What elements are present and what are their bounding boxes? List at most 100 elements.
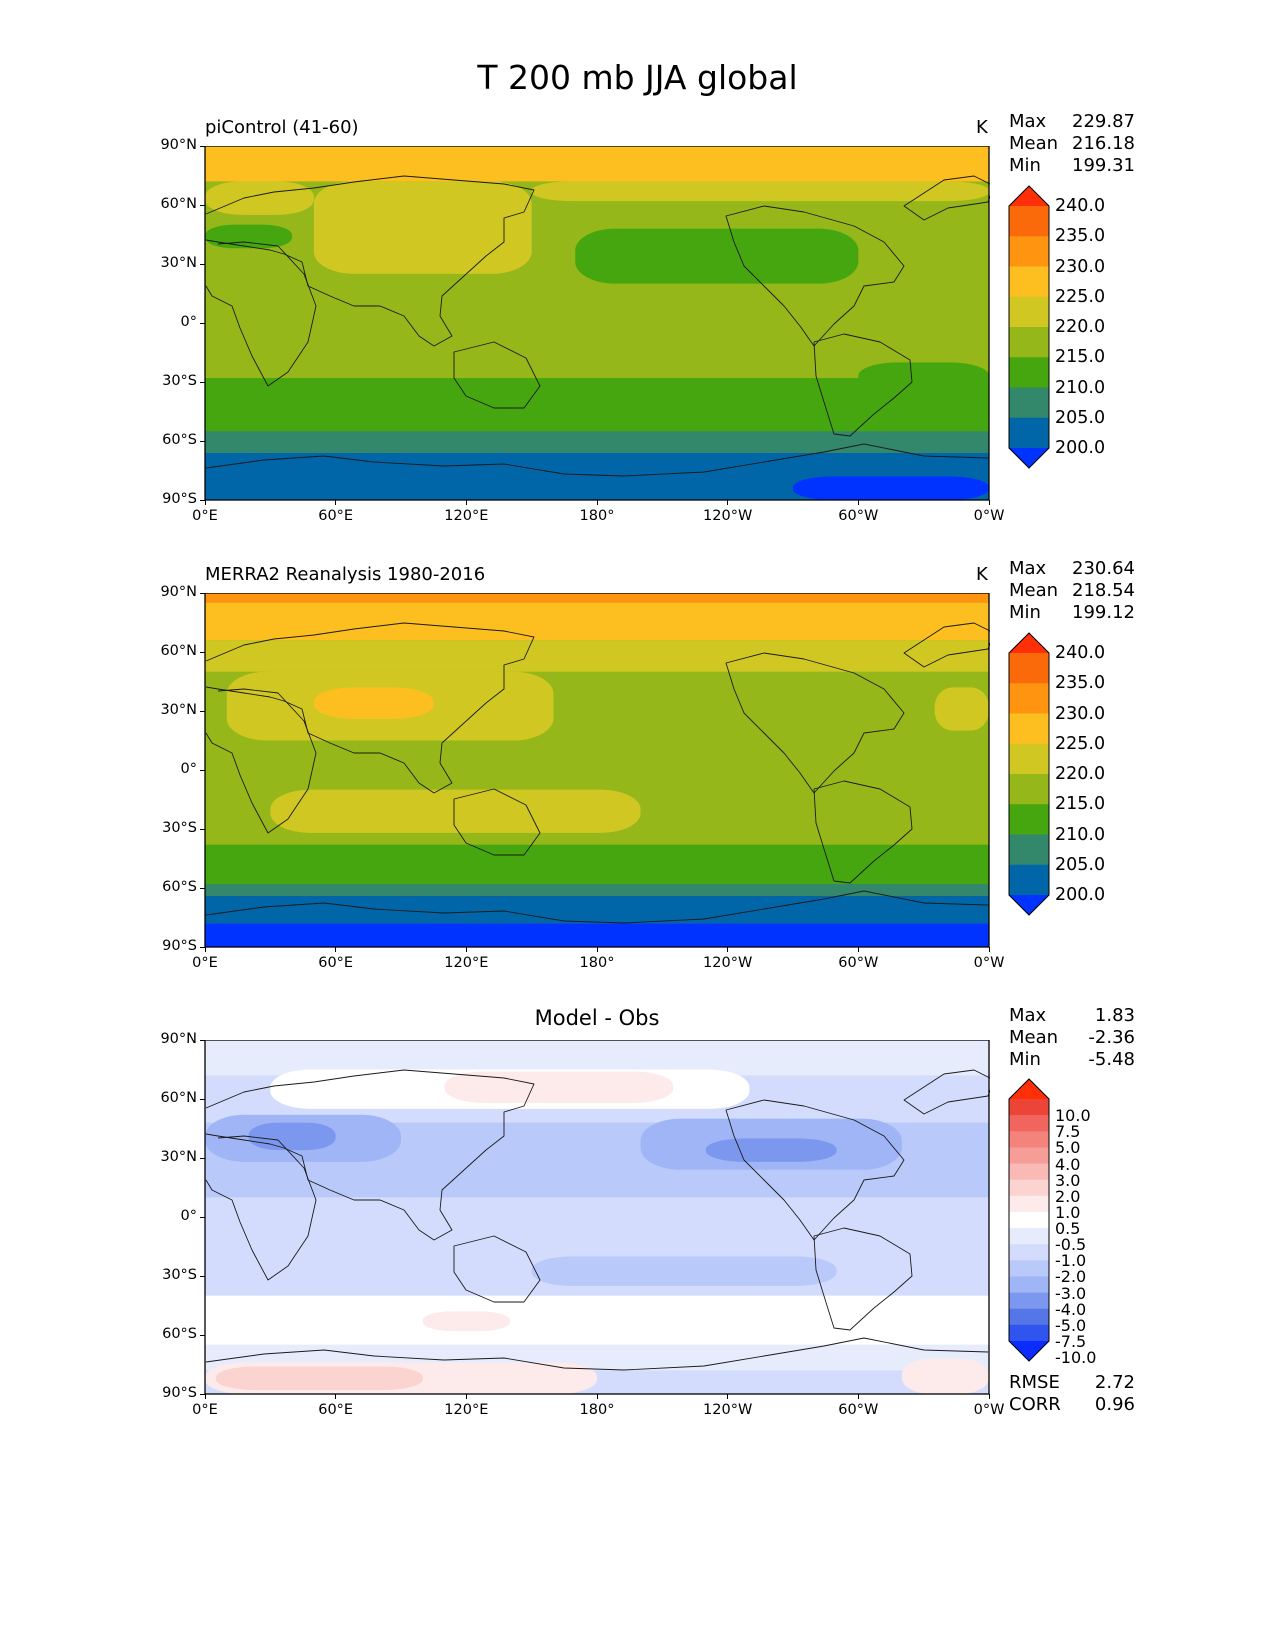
x-tick-label: 60°W bbox=[838, 508, 879, 524]
colorbar-tick-label: 210.0 bbox=[1055, 824, 1106, 845]
contour-region bbox=[793, 476, 989, 500]
colorbar-segment bbox=[1009, 1324, 1049, 1342]
metric-value: 0.96 bbox=[1094, 1394, 1135, 1415]
colorbar-tick-label: -0.5 bbox=[1055, 1235, 1087, 1255]
stat-label: Mean bbox=[1009, 580, 1059, 601]
stat-value: 199.12 bbox=[1072, 602, 1135, 623]
colorbar bbox=[1008, 185, 1050, 469]
stat-label: Mean bbox=[1009, 133, 1059, 154]
coastline bbox=[813, 780, 913, 884]
x-tick-mark bbox=[335, 947, 337, 952]
stat-label: Min bbox=[1009, 155, 1041, 176]
x-tick-label: 0°E bbox=[192, 955, 218, 971]
stat-label: Max bbox=[1009, 558, 1047, 579]
y-tick-mark bbox=[200, 1098, 205, 1100]
y-tick-mark bbox=[200, 887, 205, 889]
colorbar-tick-label: 225.0 bbox=[1055, 733, 1106, 754]
x-tick-mark bbox=[727, 1394, 729, 1399]
colorbar-extend-max bbox=[1009, 633, 1049, 653]
coastline bbox=[813, 333, 913, 437]
y-tick-mark bbox=[200, 263, 205, 265]
x-tick-mark bbox=[857, 1394, 859, 1399]
panel-units: K bbox=[976, 564, 988, 585]
contour-region bbox=[575, 228, 859, 284]
x-tick-mark bbox=[465, 947, 467, 952]
y-tick-label: 60°N bbox=[160, 643, 197, 659]
contour-region bbox=[705, 1138, 837, 1162]
colorbar-tick-label: -3.0 bbox=[1055, 1283, 1087, 1303]
stat-label: Max bbox=[1009, 1005, 1047, 1026]
colorbar-segment bbox=[1009, 1292, 1049, 1310]
colorbar-tick-label: 240.0 bbox=[1055, 643, 1106, 663]
stat-value: -5.48 bbox=[1088, 1049, 1135, 1070]
colorbar-segment bbox=[1009, 1163, 1049, 1181]
y-tick-mark bbox=[200, 828, 205, 830]
colorbar-segment bbox=[1009, 1228, 1049, 1245]
colorbar-tick-label: 215.0 bbox=[1055, 794, 1106, 815]
y-tick-label: 0° bbox=[180, 761, 197, 777]
colorbar-segment bbox=[1009, 864, 1049, 896]
colorbar-segment bbox=[1009, 387, 1049, 419]
colorbar-segment bbox=[1009, 1308, 1049, 1326]
colorbar-tick-label: 220.0 bbox=[1055, 764, 1106, 784]
colorbar-segment bbox=[1009, 236, 1049, 268]
colorbar-segment bbox=[1009, 774, 1049, 805]
contour-region bbox=[205, 884, 989, 896]
colorbar-segment bbox=[1009, 417, 1049, 449]
x-tick-mark bbox=[204, 500, 206, 505]
y-tick-label: 30°S bbox=[162, 373, 197, 389]
contour-region bbox=[205, 923, 989, 947]
colorbar-extend-max bbox=[1009, 186, 1049, 206]
x-tick-mark bbox=[465, 500, 467, 505]
colorbar-extend-min bbox=[1009, 448, 1049, 468]
colorbar-tick-label: 210.0 bbox=[1055, 377, 1106, 398]
stat-value: 216.18 bbox=[1072, 133, 1135, 154]
y-tick-mark bbox=[200, 592, 205, 594]
x-tick-label: 180° bbox=[579, 955, 615, 971]
coastline bbox=[453, 1235, 541, 1303]
y-tick-label: 60°N bbox=[160, 196, 197, 212]
stats-box: Max 1.83 Mean -2.36 Min -5.48 bbox=[1009, 1005, 1135, 1071]
contour-region bbox=[205, 146, 989, 182]
colorbar-segment bbox=[1009, 653, 1049, 684]
y-tick-label: 60°N bbox=[160, 1090, 197, 1106]
contour-region bbox=[215, 1366, 423, 1391]
metric-label: CORR bbox=[1009, 1394, 1061, 1415]
x-tick-label: 0°W bbox=[973, 955, 1005, 971]
contour-region bbox=[205, 431, 989, 453]
y-tick-mark bbox=[200, 1216, 205, 1218]
colorbar-extend-max bbox=[1009, 1079, 1049, 1099]
x-tick-mark bbox=[727, 947, 729, 952]
colorbar-tick-label: 220.0 bbox=[1055, 317, 1106, 337]
x-tick-label: 60°E bbox=[318, 955, 354, 971]
colorbar-tick-label: -10.0 bbox=[1055, 1348, 1097, 1368]
colorbar-extend-min bbox=[1009, 1341, 1049, 1361]
colorbar-segment bbox=[1009, 1147, 1049, 1165]
colorbar-tick-label: 3.0 bbox=[1055, 1170, 1081, 1190]
y-tick-mark bbox=[200, 946, 205, 948]
y-tick-mark bbox=[200, 1157, 205, 1159]
colorbar-segment bbox=[1009, 206, 1049, 237]
x-tick-mark bbox=[204, 1394, 206, 1399]
contour-region bbox=[205, 895, 989, 924]
contour-region bbox=[205, 593, 989, 603]
x-tick-mark bbox=[204, 947, 206, 952]
colorbar-segment bbox=[1009, 266, 1049, 298]
y-tick-label: 90°S bbox=[162, 1385, 197, 1401]
colorbar-outline bbox=[1008, 1078, 1050, 1362]
y-tick-label: 30°S bbox=[162, 1267, 197, 1283]
colorbar-tick-label: 5.0 bbox=[1055, 1138, 1081, 1158]
y-tick-mark bbox=[200, 710, 205, 712]
colorbar-tick-label: 235.0 bbox=[1055, 226, 1106, 247]
panel-title-center: Model - Obs bbox=[534, 1006, 660, 1030]
x-tick-label: 120°E bbox=[444, 1402, 489, 1418]
colorbar-segment bbox=[1009, 327, 1049, 358]
contour-region bbox=[531, 1256, 837, 1286]
y-tick-label: 0° bbox=[180, 314, 197, 330]
colorbar-segment bbox=[1009, 804, 1049, 836]
y-tick-mark bbox=[200, 651, 205, 653]
colorbar-segment bbox=[1009, 834, 1049, 866]
x-tick-mark bbox=[857, 500, 859, 505]
x-tick-label: 0°E bbox=[192, 1402, 218, 1418]
coastline bbox=[725, 652, 905, 794]
